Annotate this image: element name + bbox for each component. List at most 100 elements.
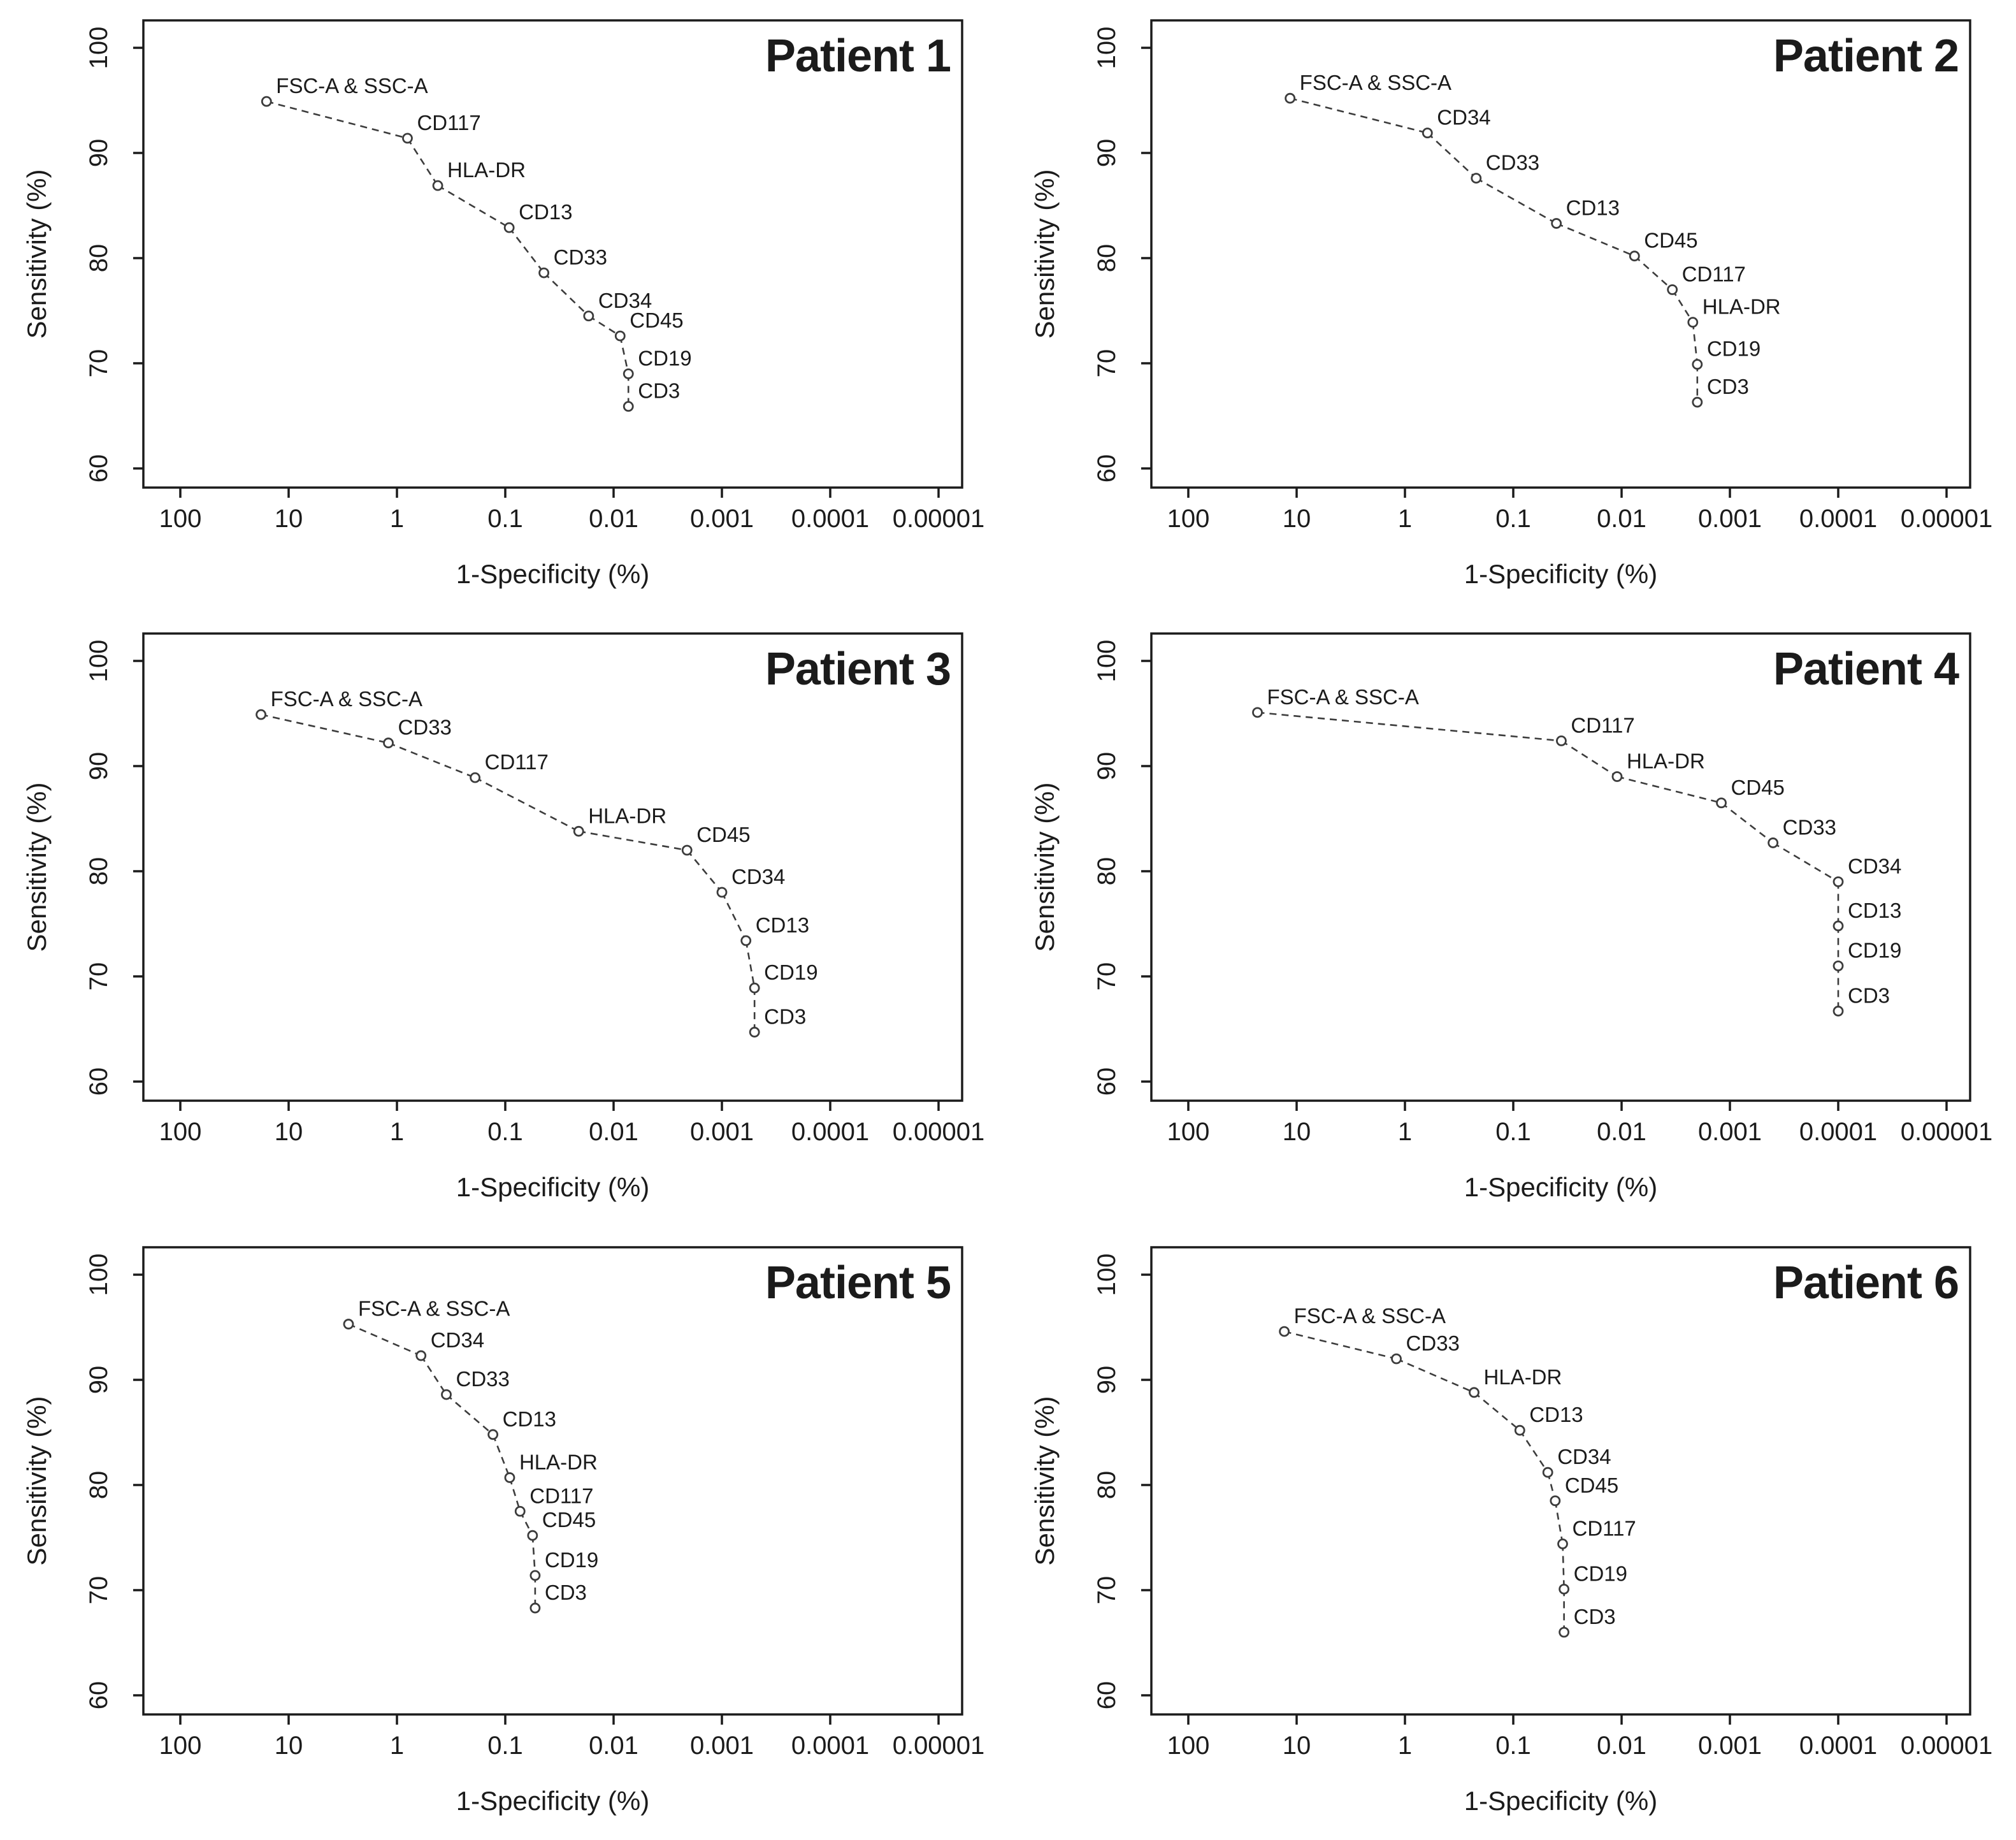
data-point (1692, 359, 1703, 370)
data-point-label: CD19 (764, 960, 817, 984)
y-tick-label: 100 (1093, 27, 1121, 69)
series-segment (1720, 802, 1774, 844)
series-segment (531, 1535, 536, 1576)
data-point-label: CD13 (1566, 196, 1620, 220)
roc-plot-patient-3: 100 10 1 0.1 0.01 0.001 0.0001 0.00001 100 90 80 70… (22, 632, 985, 1202)
series-segment (420, 1355, 447, 1395)
x-tick-label: 100 (159, 1118, 202, 1146)
data-point (1832, 876, 1844, 887)
x-tick-label: 0.01 (589, 505, 638, 533)
y-tick-label: 60 (85, 454, 113, 483)
x-tick-label: 0.00001 (1901, 1118, 1993, 1146)
data-point (623, 401, 634, 412)
data-point (614, 330, 626, 342)
series-segment (588, 315, 621, 337)
series-segment (407, 138, 439, 186)
patient-1-panel: 100 10 1 0.1 0.01 0.001 0.0001 0.00001 100 90 80 70… (0, 0, 1008, 613)
data-point-label: HLA-DR (1703, 295, 1781, 319)
x-tick-label: 100 (1167, 505, 1210, 533)
y-tick-label: 80 (1093, 1471, 1121, 1500)
data-point-label: CD34 (731, 865, 785, 888)
x-axis-title: 1-Specificity (%) (1464, 1172, 1657, 1202)
x-tick-label: 1 (390, 505, 404, 533)
series-segment (508, 227, 545, 273)
data-point (1542, 1467, 1553, 1478)
roc-plot-patient-5: 100 10 1 0.1 0.01 0.001 0.0001 0.00001 100 90 80 70… (22, 1246, 984, 1816)
y-tick-label: 70 (1093, 962, 1121, 991)
series-segment (348, 1323, 422, 1357)
x-tick-label: 0.1 (487, 1118, 523, 1146)
x-tick-label: 0.001 (1698, 1732, 1762, 1760)
x-tick-label: 10 (1283, 1732, 1311, 1760)
series-segment (721, 892, 747, 941)
data-point-label: CD45 (542, 1508, 596, 1532)
data-point-label: CD33 (398, 716, 452, 739)
data-point (623, 368, 634, 379)
y-tick-label: 70 (1093, 1576, 1121, 1605)
y-tick-label: 60 (1093, 454, 1121, 483)
data-point (415, 1350, 427, 1361)
x-axis-title: 1-Specificity (%) (456, 1786, 649, 1816)
x-axis-title: 1-Specificity (%) (1464, 559, 1657, 589)
x-tick-label: 10 (1283, 1118, 1311, 1146)
x-tick-label: 0.1 (1495, 1118, 1531, 1146)
series-segment (388, 742, 476, 779)
y-tick-label: 90 (85, 1366, 113, 1394)
series-segment (1427, 132, 1477, 179)
y-axis-title: Sensitivity (%) (22, 782, 52, 952)
data-point-label: CD19 (1848, 939, 1901, 962)
data-point-label: CD33 (456, 1367, 510, 1391)
x-tick-label: 0.01 (1597, 1118, 1646, 1146)
x-tick-label: 0.0001 (1799, 1732, 1877, 1760)
data-point (1391, 1353, 1402, 1365)
y-tick-label: 80 (85, 244, 113, 273)
y-tick-label: 90 (85, 139, 113, 168)
data-point (1768, 837, 1779, 848)
series-segment (1671, 289, 1694, 323)
data-point-label: CD117 (1573, 1516, 1636, 1540)
x-tick-label: 1 (1398, 1732, 1412, 1760)
data-point (740, 935, 752, 946)
data-point (1629, 250, 1640, 262)
data-point-label: CD34 (1557, 1445, 1611, 1468)
x-tick-label: 0.1 (487, 505, 523, 533)
patient-4-panel: 100 10 1 0.1 0.01 0.001 0.0001 0.00001 100 90 80 70… (1008, 613, 2016, 1226)
x-tick-label: 0.01 (589, 1732, 638, 1760)
y-tick-label: 60 (1093, 1068, 1121, 1096)
data-point (749, 1027, 760, 1038)
series-segment (1519, 1430, 1549, 1473)
data-point (1279, 1326, 1290, 1337)
series-segment (1473, 1391, 1521, 1431)
series-segment (492, 1434, 511, 1478)
series-segment (1257, 711, 1562, 742)
patient-6-panel: 100 10 1 0.1 0.01 0.001 0.0001 0.00001 100 90 80 70… (1008, 1227, 2016, 1840)
data-point-label: CD34 (598, 289, 652, 312)
data-point (1687, 317, 1699, 328)
data-point-label: CD13 (1529, 1403, 1583, 1426)
y-tick-label: 70 (85, 962, 113, 991)
series-segment (1634, 255, 1673, 291)
data-point (402, 133, 413, 144)
data-point (1557, 1538, 1568, 1549)
data-point-label: CD34 (1437, 106, 1490, 129)
data-point-label: FSC-A & SSC-A (271, 687, 422, 711)
x-tick-label: 100 (1167, 1732, 1210, 1760)
x-tick-label: 0.00001 (893, 1118, 985, 1146)
data-point (503, 222, 515, 233)
y-tick-label: 70 (85, 349, 113, 378)
data-point-label: CD45 (696, 823, 750, 846)
x-tick-label: 1 (390, 1732, 404, 1760)
y-tick-label: 90 (1093, 752, 1121, 781)
series-segment (266, 100, 408, 140)
x-tick-label: 0.01 (589, 1118, 638, 1146)
data-point-label: CD3 (545, 1581, 587, 1604)
data-point-label: CD117 (529, 1484, 593, 1507)
data-point-label: CD13 (1848, 899, 1901, 922)
data-point (1514, 1424, 1525, 1436)
series-segment (745, 940, 756, 989)
roc-plot-patient-4: 100 10 1 0.1 0.01 0.001 0.0001 0.00001 100 90 80 70… (1030, 632, 1993, 1202)
series-segment (475, 776, 579, 832)
series-segment (437, 185, 510, 229)
y-tick-label: 100 (85, 1254, 113, 1296)
panel-title: Patient 1 (765, 31, 951, 82)
